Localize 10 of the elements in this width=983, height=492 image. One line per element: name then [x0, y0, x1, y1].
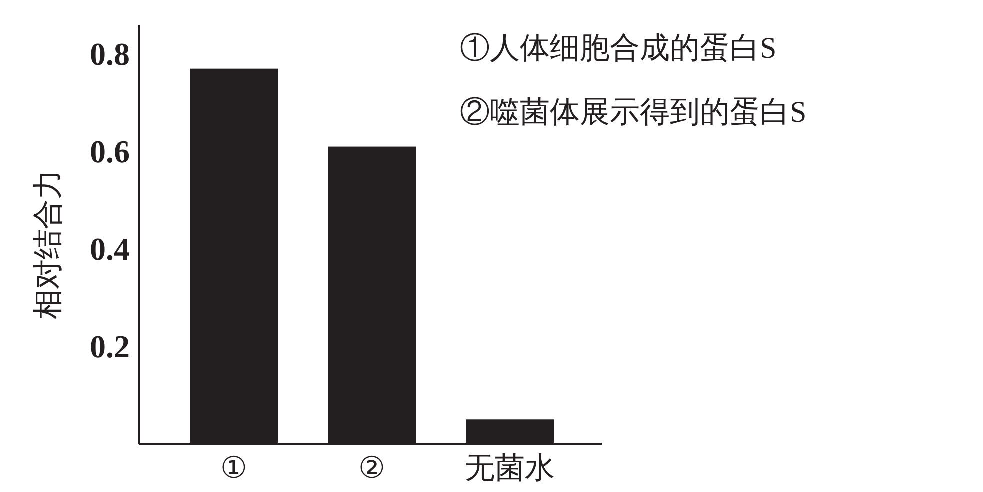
y-tick-label: 0.4: [90, 231, 130, 268]
y-tick-label: 0.6: [90, 134, 130, 170]
annotation: ②噬菌体展示得到的蛋白S: [460, 96, 807, 129]
y-tick-label: 0.8: [90, 36, 130, 72]
annotation: ①人体细胞合成的蛋白S: [460, 32, 777, 65]
y-tick-label: 0.2: [90, 328, 130, 365]
x-tick-label: 无菌水: [465, 452, 555, 485]
x-tick-label: ①: [220, 452, 248, 485]
x-tick-label: ②: [358, 452, 386, 485]
y-axis-title: 相对结合力: [32, 170, 65, 320]
